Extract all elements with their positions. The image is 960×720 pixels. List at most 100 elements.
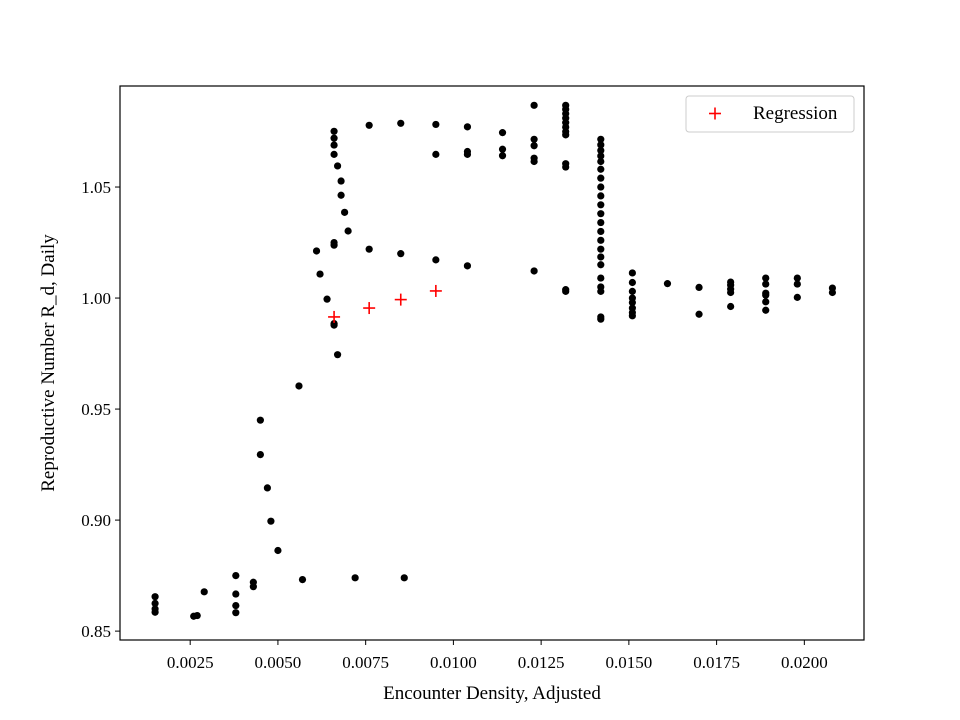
data-point xyxy=(312,247,321,255)
data-point xyxy=(432,256,440,264)
data-point xyxy=(727,302,735,311)
data-point xyxy=(762,289,770,297)
data-point xyxy=(562,101,570,109)
data-point xyxy=(597,210,605,218)
legend-label-regression: Regression xyxy=(753,103,838,124)
data-point xyxy=(337,191,345,199)
y-tick-label: 0.95 xyxy=(81,400,111,419)
data-point xyxy=(597,227,605,236)
data-point xyxy=(330,134,338,142)
data-point xyxy=(463,262,472,270)
data-point xyxy=(397,250,405,258)
data-point xyxy=(597,146,605,154)
data-point xyxy=(295,382,303,390)
regression-point xyxy=(429,284,442,297)
data-point xyxy=(498,152,507,160)
data-point xyxy=(432,150,440,158)
data-point xyxy=(597,157,605,166)
data-point xyxy=(151,599,159,607)
y-tick-label: 1.05 xyxy=(81,178,111,197)
data-point xyxy=(333,162,342,170)
data-point xyxy=(200,588,208,596)
regression-point xyxy=(328,310,341,323)
data-point xyxy=(597,313,605,321)
x-axis-ticks: 0.0025 0.0050 0.0075 0.0100 0.0125 0.0150 0.01… xyxy=(167,640,828,672)
data-point xyxy=(365,121,373,129)
data-point xyxy=(498,145,507,153)
x-tick-label: 0.0100 xyxy=(430,653,477,672)
data-point xyxy=(597,236,605,244)
data-point xyxy=(762,306,770,314)
data-point xyxy=(323,295,331,303)
data-point xyxy=(400,574,408,582)
data-point xyxy=(828,284,837,292)
x-tick-label: 0.0025 xyxy=(167,653,214,672)
data-point xyxy=(316,270,324,278)
data-point xyxy=(274,546,282,555)
data-point xyxy=(351,574,359,582)
data-point xyxy=(597,253,605,261)
data-point xyxy=(597,201,605,209)
legend-box xyxy=(685,95,855,133)
data-point xyxy=(151,608,159,616)
data-point xyxy=(695,310,703,318)
data-point xyxy=(397,119,405,127)
data-point xyxy=(341,208,349,216)
legend-marker-plus xyxy=(709,107,721,120)
data-point xyxy=(432,120,440,129)
y-axis-ticks: 0.85 0.90 0.95 1.00 1.05 xyxy=(81,178,120,641)
data-point xyxy=(793,280,801,288)
data-point xyxy=(628,278,636,287)
data-point xyxy=(628,304,636,312)
data-point xyxy=(249,583,257,591)
data-point xyxy=(597,152,605,160)
data-point xyxy=(562,286,570,294)
x-axis-label: Encounter Density, Adjusted xyxy=(383,683,601,704)
x-tick-label: 0.0175 xyxy=(693,653,740,672)
data-point xyxy=(232,572,240,580)
data-point xyxy=(762,280,770,288)
x-tick-label: 0.0050 xyxy=(255,653,302,672)
data-point xyxy=(232,609,240,617)
data-point xyxy=(151,593,159,601)
data-point xyxy=(498,129,507,137)
x-tick-label: 0.0125 xyxy=(518,653,565,672)
data-points xyxy=(151,101,837,620)
data-point xyxy=(463,147,472,156)
data-point xyxy=(727,278,735,286)
data-point xyxy=(793,274,801,282)
data-point xyxy=(530,101,538,109)
data-point xyxy=(263,484,271,492)
x-tick-label: 0.0200 xyxy=(781,653,828,672)
data-point xyxy=(762,274,770,282)
y-tick-label: 0.85 xyxy=(81,622,111,641)
data-point xyxy=(597,174,605,182)
data-point xyxy=(330,150,338,158)
data-point xyxy=(762,298,770,306)
data-point xyxy=(530,154,538,162)
data-point xyxy=(337,177,345,185)
regression-point xyxy=(394,293,407,306)
data-point xyxy=(256,416,264,424)
data-point xyxy=(597,245,605,253)
data-point xyxy=(365,245,373,253)
data-point xyxy=(330,141,338,149)
data-point xyxy=(597,261,605,269)
data-point xyxy=(597,135,605,143)
data-point xyxy=(628,269,636,277)
legend: Regression xyxy=(685,95,855,133)
data-point xyxy=(193,611,201,620)
data-point xyxy=(597,218,605,227)
x-tick-label: 0.0150 xyxy=(605,653,652,672)
data-point xyxy=(232,601,240,610)
data-point xyxy=(597,165,605,173)
data-point xyxy=(256,450,264,459)
data-point xyxy=(597,141,605,149)
data-point xyxy=(562,160,570,168)
data-point xyxy=(330,319,338,328)
data-point xyxy=(344,227,352,235)
data-point xyxy=(628,294,636,302)
data-point xyxy=(330,238,338,247)
data-point xyxy=(298,576,307,584)
